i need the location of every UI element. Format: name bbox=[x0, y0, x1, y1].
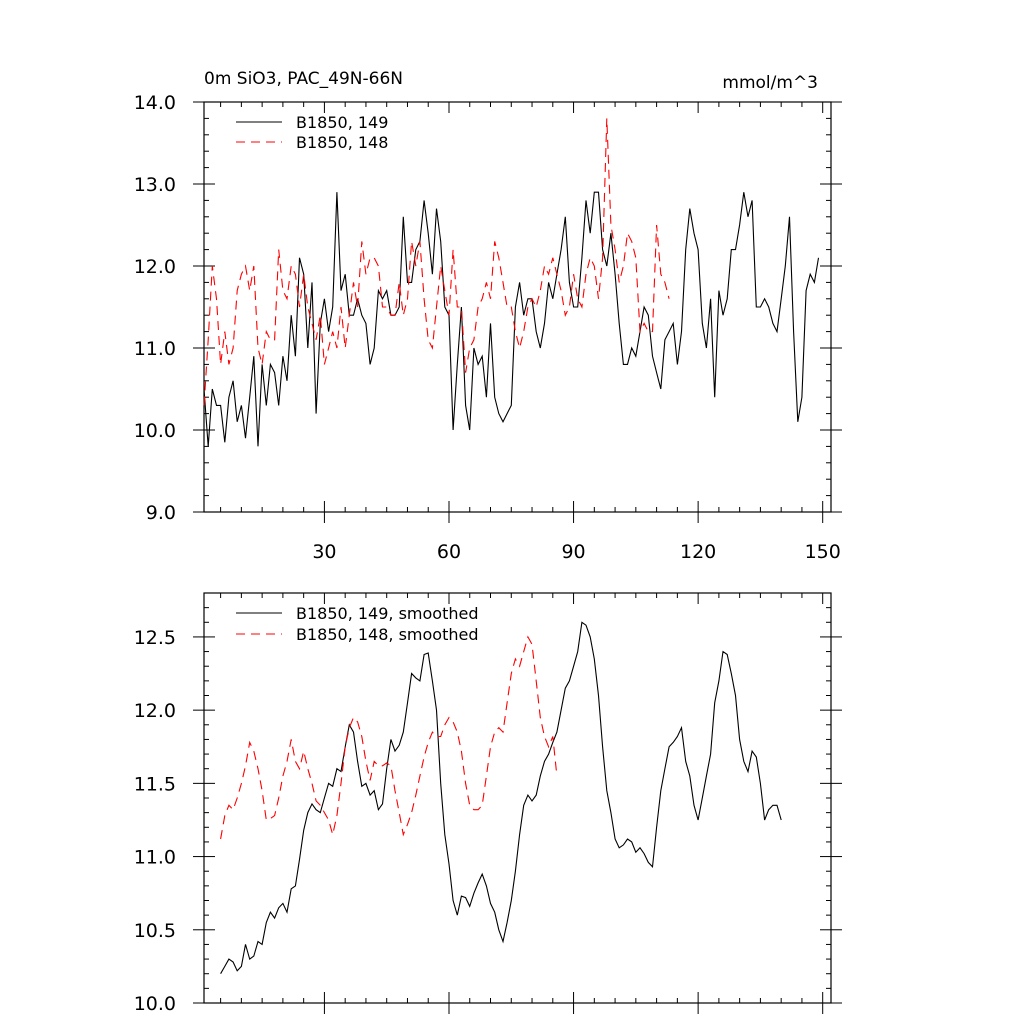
x-tick-label: 120 bbox=[680, 541, 716, 563]
series-line-149 bbox=[203, 191, 820, 447]
legend: B1850, 149 B1850, 148 bbox=[236, 113, 388, 152]
series-line-148 bbox=[203, 118, 670, 406]
series-line-149-smoothed bbox=[220, 621, 782, 974]
top-panel: 0m SiO3, PAC_49N-66N mmol/m^3 30 60 90 120 1… bbox=[134, 69, 842, 563]
y-tick-label: 11.5 bbox=[134, 773, 176, 795]
y-tick-label: 9.0 bbox=[146, 502, 176, 524]
legend-smoothed: B1850, 149, smoothed B1850, 148, smoothe… bbox=[236, 604, 479, 644]
x-tick-label: 90 bbox=[561, 541, 585, 563]
legend-label-149: B1850, 149 bbox=[296, 113, 388, 132]
y-tick-label: 14.0 bbox=[134, 92, 176, 114]
y-tick-label: 13.0 bbox=[134, 174, 176, 196]
series-line-148-smoothed bbox=[220, 635, 558, 840]
chart-title: 0m SiO3, PAC_49N-66N bbox=[204, 69, 403, 89]
y-tick-label: 10.0 bbox=[134, 993, 176, 1015]
legend-label-149-smoothed: B1850, 149, smoothed bbox=[296, 604, 479, 623]
y-tick-label: 11.0 bbox=[134, 338, 176, 360]
y-tick-label: 12.0 bbox=[134, 700, 176, 722]
plot-frame bbox=[203, 101, 832, 513]
legend-label-148: B1850, 148 bbox=[296, 133, 388, 152]
x-tick-label: 30 bbox=[312, 541, 336, 563]
y-tick-label: 12.0 bbox=[134, 256, 176, 278]
bottom-panel: 10.0 10.5 11.0 11.5 12.0 12.5 B1850, 149, smo… bbox=[134, 592, 842, 1015]
x-tick-label: 60 bbox=[437, 541, 461, 563]
y-tick-label: 12.5 bbox=[134, 627, 176, 649]
units-label: mmol/m^3 bbox=[722, 73, 818, 93]
y-tick-label: 11.0 bbox=[134, 847, 176, 869]
x-tick-label: 150 bbox=[805, 541, 841, 563]
y-tick-label: 10.0 bbox=[134, 420, 176, 442]
legend-label-148-smoothed: B1850, 148, smoothed bbox=[296, 625, 479, 644]
y-tick-label: 10.5 bbox=[134, 920, 176, 942]
